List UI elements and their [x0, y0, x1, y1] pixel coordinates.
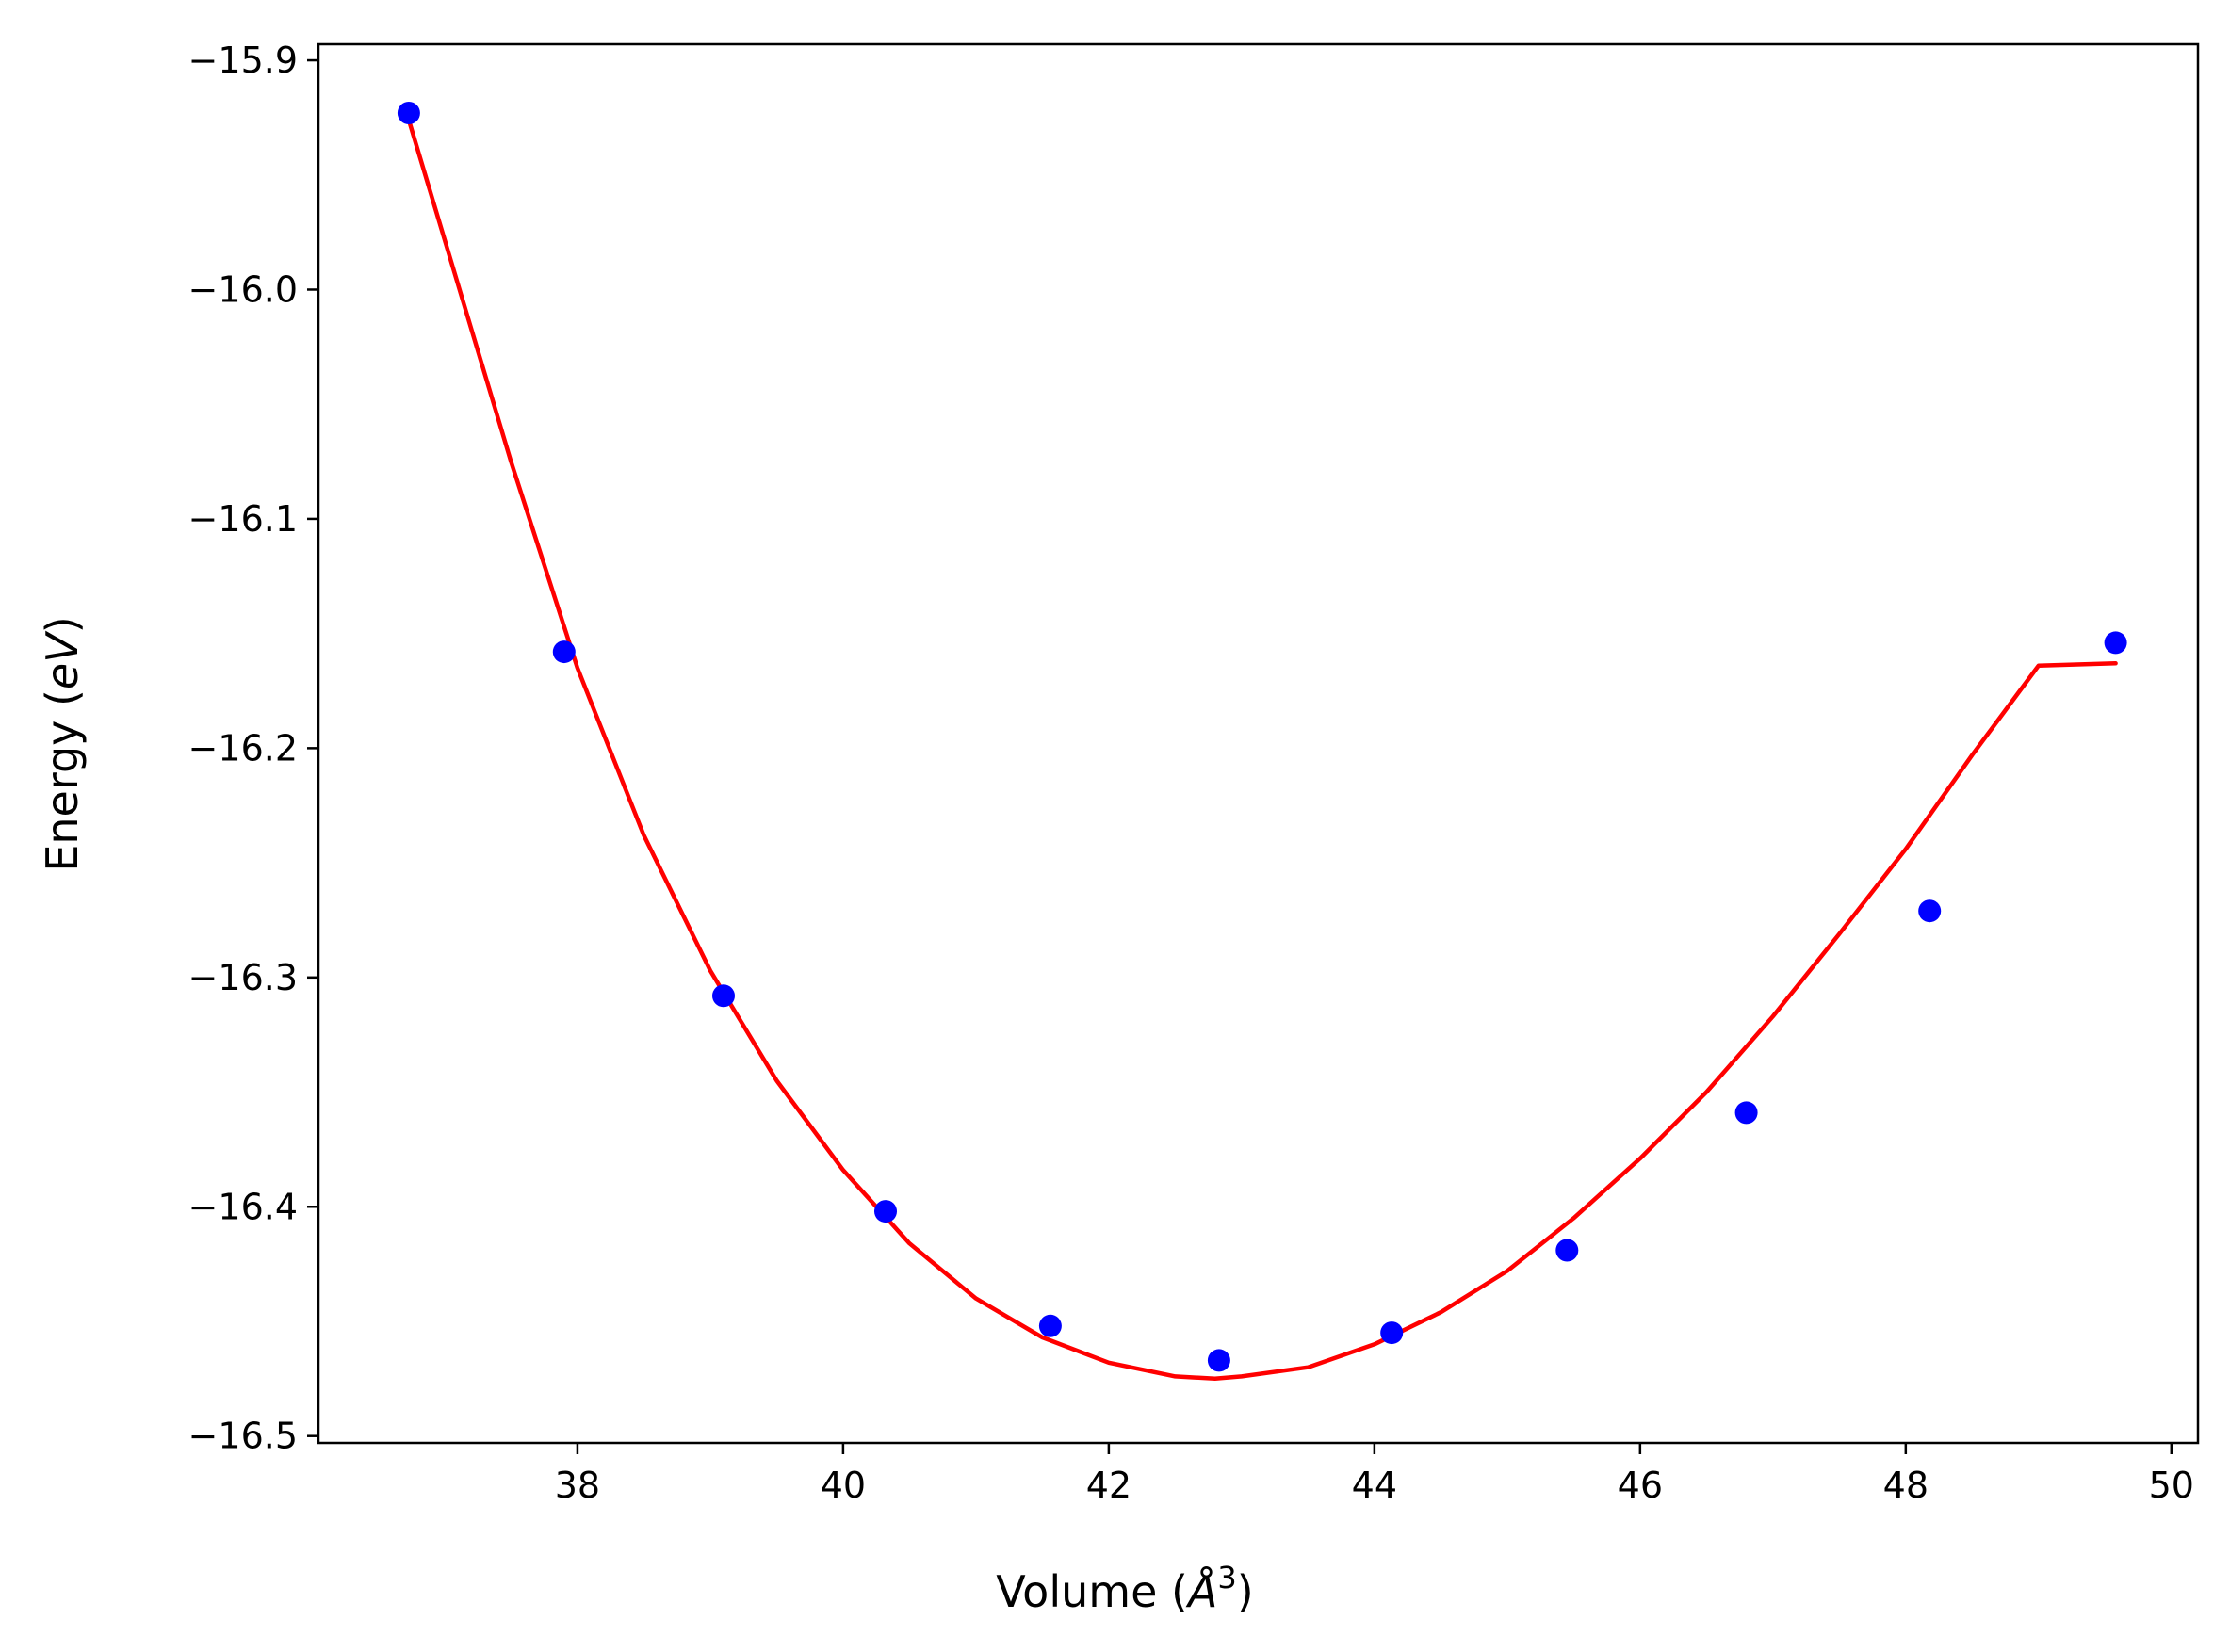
plot-area — [397, 102, 2127, 1382]
data-point — [1918, 899, 1942, 923]
x-tick-label: 48 — [1883, 1465, 1929, 1506]
x-axis-label: Volume (Å3) — [996, 1560, 1253, 1617]
data-point — [712, 984, 735, 1008]
y-tick-label: −16.0 — [188, 268, 298, 310]
x-tick-label: 42 — [1086, 1465, 1131, 1506]
data-points-layer — [397, 102, 2127, 1372]
y-tick-label: −16.2 — [188, 727, 298, 769]
data-point — [874, 1200, 897, 1223]
data-point — [552, 640, 576, 664]
y-tick-label: −16.1 — [188, 498, 298, 540]
data-point — [1038, 1314, 1062, 1337]
y-tick-label: −16.5 — [188, 1416, 298, 1457]
y-tick-label: −15.9 — [188, 40, 298, 81]
fit-curve — [406, 118, 2118, 1382]
fit-curve-layer — [406, 118, 2118, 1382]
x-tick-label: 50 — [2149, 1465, 2194, 1506]
data-point — [1380, 1321, 1404, 1345]
y-axis-label: Energy (eV) — [37, 616, 88, 871]
x-tick-label: 40 — [821, 1465, 866, 1506]
data-point — [2104, 631, 2127, 655]
y-tick-label: −16.3 — [188, 957, 298, 998]
axes-frame — [317, 42, 2200, 1445]
x-tick-label: 46 — [1618, 1465, 1663, 1506]
data-point — [1555, 1239, 1579, 1262]
y-tick-label: −16.4 — [188, 1186, 298, 1227]
y-axis-ticks: −15.9 −16.0 −16.1 −16.2 −16.3 −16.4 −16.5 — [188, 40, 318, 1457]
data-point — [1734, 1101, 1758, 1125]
data-point — [397, 102, 420, 124]
x-tick-label: 44 — [1352, 1465, 1397, 1506]
x-tick-label: 38 — [555, 1465, 600, 1506]
x-axis-ticks: 38 40 42 44 46 48 50 — [555, 1443, 2194, 1506]
data-point — [1207, 1349, 1230, 1372]
